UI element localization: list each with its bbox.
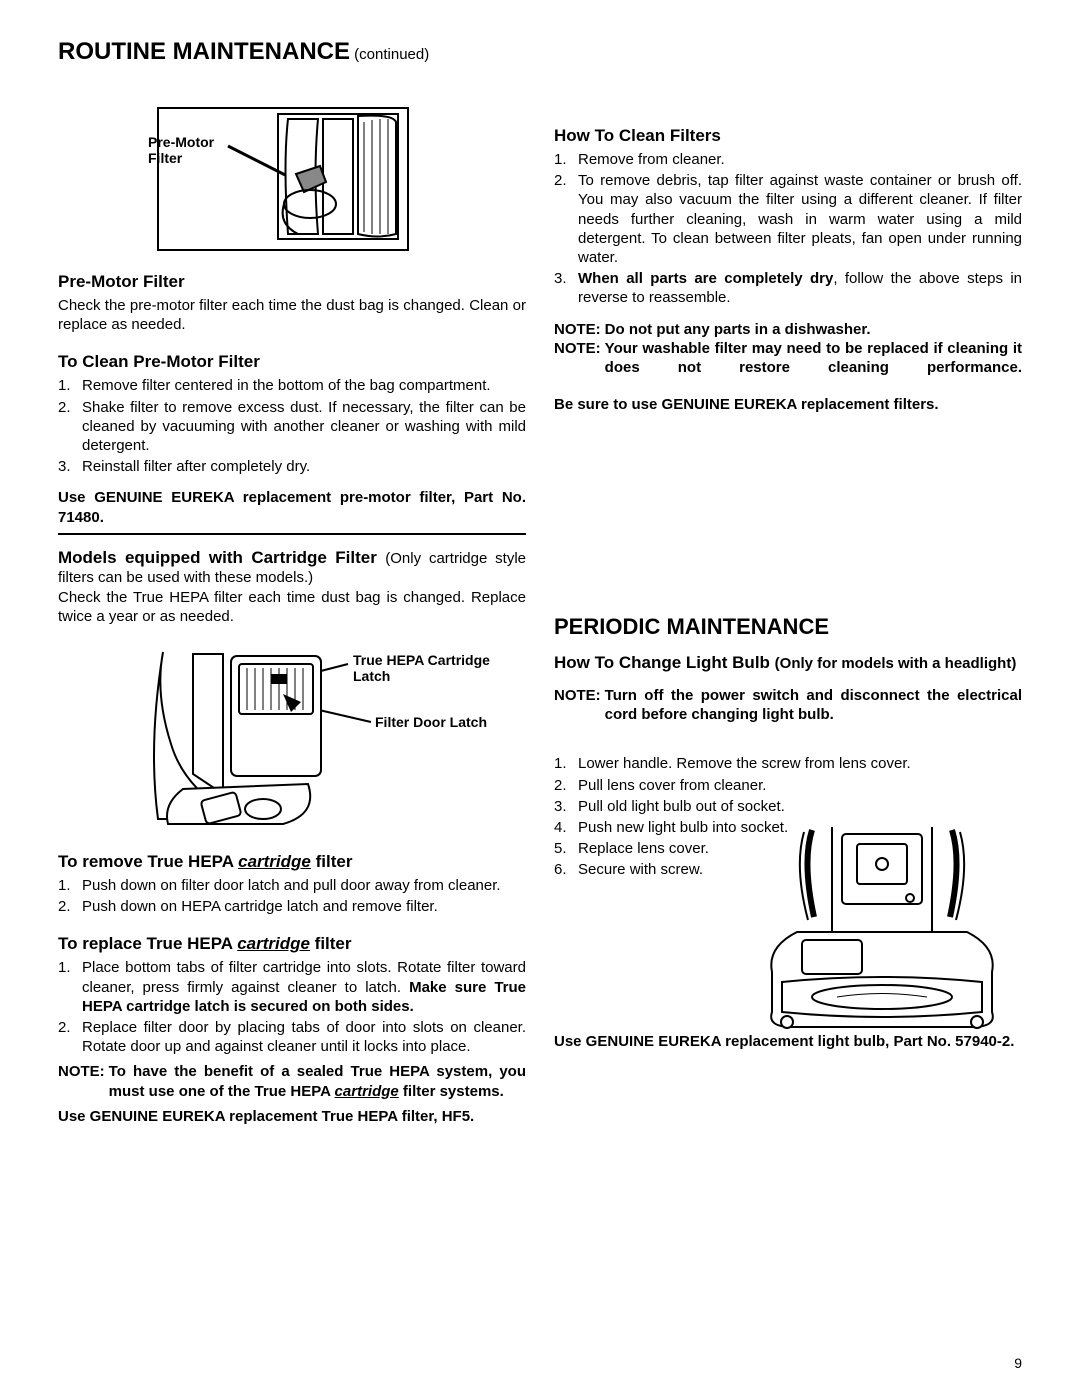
remove-hepa-cart: cartridge <box>238 852 311 871</box>
vacuum-premotor-diagram <box>148 104 418 254</box>
note-body: Your washable filter may need to be repl… <box>601 339 1022 377</box>
page-title-main: ROUTINE MAINTENANCE <box>58 38 350 65</box>
clean-pre-motor-heading: To Clean Pre-Motor Filter <box>58 352 526 372</box>
pre-motor-filter-figure: Pre-Motor Filter <box>148 104 418 254</box>
power-off-note: NOTE: Turn off the power switch and disc… <box>554 686 1022 724</box>
hepa-cartridge-figure: True HEPA Cartridge Latch Filter Door La… <box>143 644 503 834</box>
cartridge-models-title: Models equipped with Cartridge Filter <box>58 548 385 567</box>
change-bulb-steps: Lower handle. Remove the screw from lens… <box>554 754 1022 879</box>
page-number: 9 <box>1014 1355 1022 1371</box>
change-bulb-sub: (Only for models with a headlight) <box>775 655 1017 672</box>
replace-hepa-b: filter <box>310 934 352 953</box>
replace-hepa-cart: cartridge <box>237 934 310 953</box>
cartridge-models-heading: Models equipped with Cartridge Filter (O… <box>58 547 526 588</box>
page-title-continued: (continued) <box>350 46 429 63</box>
genuine-premotor-note: Use GENUINE EUREKA replacement pre-motor… <box>58 488 526 526</box>
pre-motor-filter-label: Pre-Motor Filter <box>148 134 214 166</box>
list-item: Pull old light bulb out of socket. <box>554 797 1022 816</box>
genuine-filters-note: Be sure to use GENUINE EUREKA replacemen… <box>554 395 1022 414</box>
right-column: How To Clean Filters Remove from cleaner… <box>554 86 1022 1126</box>
note-label: NOTE: <box>554 320 601 339</box>
clean-filters-steps: Remove from cleaner. To remove debris, t… <box>554 150 1022 308</box>
remove-hepa-heading: To remove True HEPA cartridge filter <box>58 852 526 872</box>
note-label: NOTE: <box>554 686 601 724</box>
divider <box>58 533 526 535</box>
washable-filter-note: NOTE: Your washable filter may need to b… <box>554 339 1022 377</box>
change-bulb-heading: How To Change Light Bulb (Only for model… <box>554 652 1022 674</box>
clean-filters-heading: How To Clean Filters <box>554 126 1022 146</box>
hepa-system-note: NOTE: To have the benefit of a sealed Tr… <box>58 1062 526 1100</box>
cartridge-check-text: Check the True HEPA filter each time dus… <box>58 588 526 626</box>
note-body: To have the benefit of a sealed True HEP… <box>105 1062 526 1100</box>
periodic-maintenance-title: PERIODIC MAINTENANCE <box>554 614 1022 640</box>
list-item: Remove from cleaner. <box>554 150 1022 169</box>
filter-door-latch-label: Filter Door Latch <box>375 714 487 730</box>
genuine-bulb-note: Use GENUINE EUREKA replacement light bul… <box>554 1032 1022 1051</box>
list-item: When all parts are completely dry, follo… <box>554 269 1022 307</box>
list-item: Replace lens cover. <box>554 839 1022 858</box>
genuine-hepa-note: Use GENUINE EUREKA replacement True HEPA… <box>58 1107 526 1126</box>
page-title: ROUTINE MAINTENANCE (continued) <box>58 38 1022 66</box>
pre-motor-filter-intro: Check the pre-motor filter each time the… <box>58 296 526 334</box>
list-item: Push down on filter door latch and pull … <box>58 876 526 895</box>
replace-hepa-steps: Place bottom tabs of filter cartridge in… <box>58 958 526 1056</box>
list-item: Lower handle. Remove the screw from lens… <box>554 754 1022 773</box>
list-item: Shake filter to remove excess dust. If n… <box>58 398 526 456</box>
list-item: Push down on HEPA cartridge latch and re… <box>58 897 526 916</box>
note-label: NOTE: <box>554 339 601 377</box>
replace-hepa-a: To replace True HEPA <box>58 934 237 953</box>
list-item: Reinstall filter after completely dry. <box>58 457 526 476</box>
change-bulb-title: How To Change Light Bulb <box>554 653 775 672</box>
list-item: To remove debris, tap filter against was… <box>554 171 1022 267</box>
step-bold: When all parts are completely dry <box>578 270 833 287</box>
note-body: Turn off the power switch and disconnect… <box>601 686 1022 724</box>
list-item: Push new light bulb into socket. <box>554 818 1022 837</box>
dishwasher-note: NOTE: Do not put any parts in a dishwash… <box>554 320 1022 339</box>
list-item: Remove filter centered in the bottom of … <box>58 376 526 395</box>
pre-motor-filter-heading: Pre-Motor Filter <box>58 272 526 292</box>
note-body: Do not put any parts in a dishwasher. <box>601 320 1022 339</box>
two-column-layout: Pre-Motor Filter Pre-Motor Filter Che <box>58 86 1022 1126</box>
hepa-latch-label: True HEPA Cartridge Latch <box>353 652 503 684</box>
left-column: Pre-Motor Filter Pre-Motor Filter Che <box>58 86 526 1126</box>
remove-hepa-b: filter <box>311 852 353 871</box>
list-item: Replace filter door by placing tabs of d… <box>58 1018 526 1056</box>
remove-hepa-steps: Push down on filter door latch and pull … <box>58 876 526 916</box>
clean-pre-motor-steps: Remove filter centered in the bottom of … <box>58 376 526 476</box>
list-item: Secure with screw. <box>554 860 1022 879</box>
list-item: Pull lens cover from cleaner. <box>554 776 1022 795</box>
note-body-b: filter systems. <box>399 1083 504 1100</box>
remove-hepa-a: To remove True HEPA <box>58 852 238 871</box>
list-item: Place bottom tabs of filter cartridge in… <box>58 958 526 1016</box>
note-label: NOTE: <box>58 1062 105 1100</box>
replace-hepa-heading: To replace True HEPA cartridge filter <box>58 934 526 954</box>
note-body-cart: cartridge <box>335 1083 399 1100</box>
